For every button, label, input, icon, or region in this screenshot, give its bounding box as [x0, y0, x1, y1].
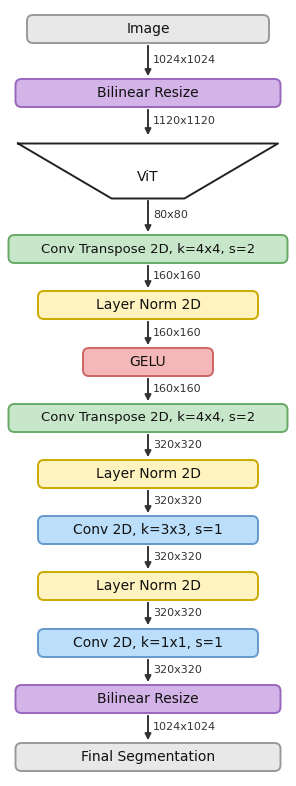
FancyBboxPatch shape: [38, 516, 258, 544]
FancyBboxPatch shape: [83, 348, 213, 376]
Text: 1024x1024: 1024x1024: [153, 722, 216, 732]
Text: Bilinear Resize: Bilinear Resize: [97, 86, 199, 100]
Text: 320x320: 320x320: [153, 665, 202, 675]
Text: Layer Norm 2D: Layer Norm 2D: [96, 579, 200, 593]
FancyBboxPatch shape: [38, 460, 258, 488]
Text: 320x320: 320x320: [153, 552, 202, 562]
Text: Conv 2D, k=3x3, s=1: Conv 2D, k=3x3, s=1: [73, 523, 223, 537]
Text: 1120x1120: 1120x1120: [153, 116, 216, 127]
Text: Layer Norm 2D: Layer Norm 2D: [96, 298, 200, 312]
Text: 160x160: 160x160: [153, 271, 202, 281]
Text: Conv 2D, k=1x1, s=1: Conv 2D, k=1x1, s=1: [73, 636, 223, 650]
Text: 160x160: 160x160: [153, 384, 202, 394]
Polygon shape: [18, 144, 278, 199]
Text: Layer Norm 2D: Layer Norm 2D: [96, 467, 200, 481]
FancyBboxPatch shape: [15, 79, 281, 107]
Text: 1024x1024: 1024x1024: [153, 55, 216, 65]
FancyBboxPatch shape: [9, 404, 287, 432]
Text: Final Segmentation: Final Segmentation: [81, 750, 215, 764]
Text: 80x80: 80x80: [153, 211, 188, 221]
Text: 320x320: 320x320: [153, 496, 202, 506]
FancyBboxPatch shape: [38, 629, 258, 657]
Text: 320x320: 320x320: [153, 608, 202, 618]
FancyBboxPatch shape: [27, 15, 269, 43]
FancyBboxPatch shape: [15, 743, 281, 771]
FancyBboxPatch shape: [38, 291, 258, 319]
Text: Image: Image: [126, 22, 170, 36]
Text: Bilinear Resize: Bilinear Resize: [97, 692, 199, 706]
Text: GELU: GELU: [130, 355, 166, 369]
Text: 160x160: 160x160: [153, 328, 202, 337]
FancyBboxPatch shape: [15, 685, 281, 713]
FancyBboxPatch shape: [9, 235, 287, 263]
Text: ViT: ViT: [137, 170, 159, 184]
Text: Conv Transpose 2D, k=4x4, s=2: Conv Transpose 2D, k=4x4, s=2: [41, 243, 255, 255]
FancyBboxPatch shape: [38, 572, 258, 600]
Text: Conv Transpose 2D, k=4x4, s=2: Conv Transpose 2D, k=4x4, s=2: [41, 412, 255, 424]
Text: 320x320: 320x320: [153, 440, 202, 450]
